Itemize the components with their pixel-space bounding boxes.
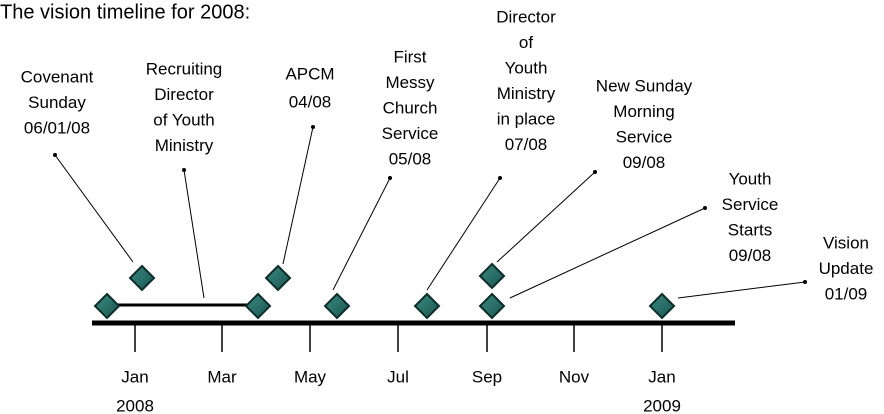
leader-line: [496, 171, 596, 263]
leader-line: [282, 126, 314, 265]
event-label: Service: [616, 127, 673, 146]
event-label: Vision: [823, 233, 869, 252]
event-label: Service: [722, 195, 779, 214]
milestone-marker: [323, 292, 351, 320]
title: The vision timeline for 2008:: [0, 1, 250, 23]
leader-dot: [53, 153, 57, 157]
event-label: 09/08: [729, 246, 772, 265]
event-label: APCM: [285, 64, 334, 83]
leader-line: [677, 281, 806, 299]
milestone-marker: [478, 292, 506, 320]
leader-line: [332, 177, 391, 291]
month-label: May: [294, 367, 327, 386]
leader-dot: [311, 125, 315, 129]
leader-line: [183, 169, 205, 299]
month-label: Jan: [121, 367, 148, 386]
event-label: 01/09: [825, 284, 868, 303]
event-label: in place: [497, 109, 556, 128]
year-label: 2009: [643, 396, 681, 414]
leader-line: [54, 154, 134, 263]
event-label: 09/08: [623, 153, 666, 172]
leader-dot: [703, 206, 707, 210]
leader-line: [426, 177, 501, 291]
event-label: 07/08: [505, 135, 548, 154]
milestone-marker: [648, 292, 676, 320]
leader-dot: [182, 168, 186, 172]
month-label: Mar: [207, 367, 237, 386]
event-label: 06/01/08: [24, 118, 90, 137]
event-label: Service: [382, 124, 439, 143]
event-label: Director: [496, 7, 556, 26]
event-label: Sunday: [28, 93, 86, 112]
event-label: Covenant: [21, 67, 94, 86]
leader-dot: [593, 170, 597, 174]
event-label: Update: [819, 259, 874, 278]
leader-dot: [498, 176, 502, 180]
event-label: New Sunday: [596, 76, 693, 95]
event-label: Ministry: [497, 84, 556, 103]
event-label: 04/08: [289, 92, 332, 111]
year-label: 2008: [116, 396, 154, 414]
month-label: Sep: [472, 367, 502, 386]
event-label: Starts: [728, 220, 772, 239]
event-label: First: [393, 47, 426, 66]
leader-line: [509, 207, 706, 299]
event-label: of Youth: [153, 110, 214, 129]
event-label: Messy: [385, 73, 435, 92]
event-label: Church: [383, 98, 438, 117]
event-label: Recruiting: [146, 59, 223, 78]
event-label: of: [519, 33, 533, 52]
month-label: Jul: [387, 367, 409, 386]
event-label: Morning: [613, 102, 674, 121]
leader-dot: [388, 176, 392, 180]
milestone-marker: [93, 292, 121, 320]
milestone-marker: [413, 292, 441, 320]
leader-dot: [803, 280, 807, 284]
event-label: Youth: [729, 169, 772, 188]
event-label: Ministry: [155, 136, 214, 155]
milestone-marker: [478, 262, 506, 290]
month-label: Jan: [648, 367, 675, 386]
event-label: Youth: [505, 58, 548, 77]
event-label: 05/08: [389, 149, 432, 168]
event-label: Director: [154, 85, 214, 104]
month-label: Nov: [559, 367, 590, 386]
milestone-marker: [264, 264, 292, 292]
milestone-marker: [128, 264, 156, 292]
milestone-marker: [244, 292, 272, 320]
